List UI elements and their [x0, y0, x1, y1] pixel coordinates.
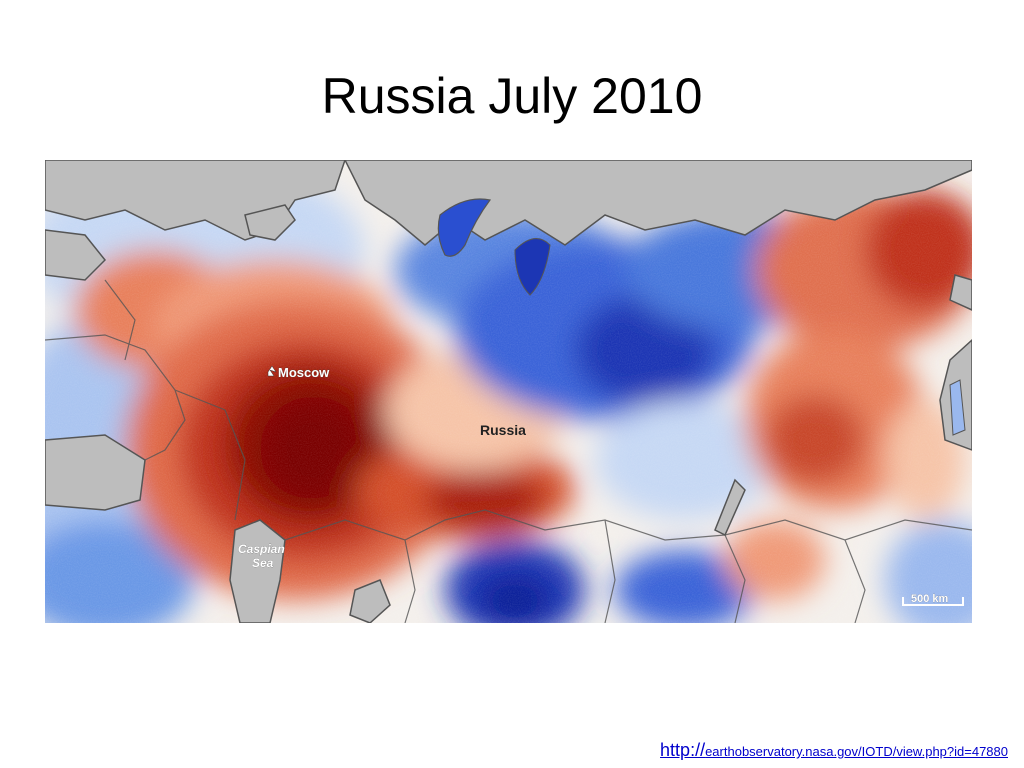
borders	[45, 279, 972, 623]
russia-label: Russia	[480, 422, 526, 438]
source-link[interactable]: http://earthobservatory.nasa.gov/IOTD/vi…	[660, 740, 1008, 761]
yamal-peninsula	[514, 238, 551, 296]
caspian-sea-label-line2: Sea	[252, 556, 274, 570]
source-link-prefix[interactable]: http://	[660, 740, 706, 760]
moscow-marker	[267, 365, 277, 377]
caspian-sea-label-line1: Caspian	[238, 542, 285, 556]
scale-bar-label: 500 km	[911, 593, 949, 605]
sakhalin	[949, 379, 966, 436]
slide-title: Russia July 2010	[321, 68, 703, 124]
scale-bar: 500 km	[902, 593, 964, 606]
temperature-anomaly-map: Moscow Russia Caspian Sea 500 km	[45, 160, 972, 623]
source-link-url[interactable]: earthobservatory.nasa.gov/IOTD/view.php?…	[705, 744, 1008, 759]
moscow-label: Moscow	[278, 365, 330, 380]
novaya-zemlya	[437, 198, 492, 257]
texture-grain	[45, 160, 972, 623]
water-layer	[45, 160, 972, 623]
